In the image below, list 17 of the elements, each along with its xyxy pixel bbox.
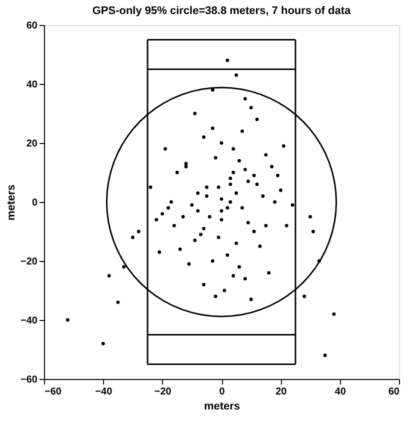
y-tick-label: 60 — [26, 20, 38, 32]
y-tick-label: −20 — [20, 256, 38, 268]
y-tick-label: 20 — [26, 138, 38, 150]
x-tick-label: 60 — [388, 386, 400, 398]
x-tick-label: 40 — [334, 386, 346, 398]
x-tick-label: 0 — [219, 386, 226, 398]
x-tick-label: 20 — [276, 386, 288, 398]
x-tick-label: −60 — [44, 386, 62, 398]
chart-title: GPS-only 95% circle=38.8 meters, 7 hours of data — [92, 5, 352, 17]
y-tick-label: −60 — [20, 374, 38, 386]
y-axis-title: meters — [6, 184, 18, 221]
y-tick-label: 0 — [32, 198, 38, 208]
x-axis-title: meters — [204, 400, 240, 412]
y-tick-label: −40 — [20, 316, 38, 326]
y-tick-label: 40 — [26, 80, 38, 90]
x-tick-label: −20 — [154, 386, 172, 398]
x-tick-label: −40 — [95, 386, 113, 398]
